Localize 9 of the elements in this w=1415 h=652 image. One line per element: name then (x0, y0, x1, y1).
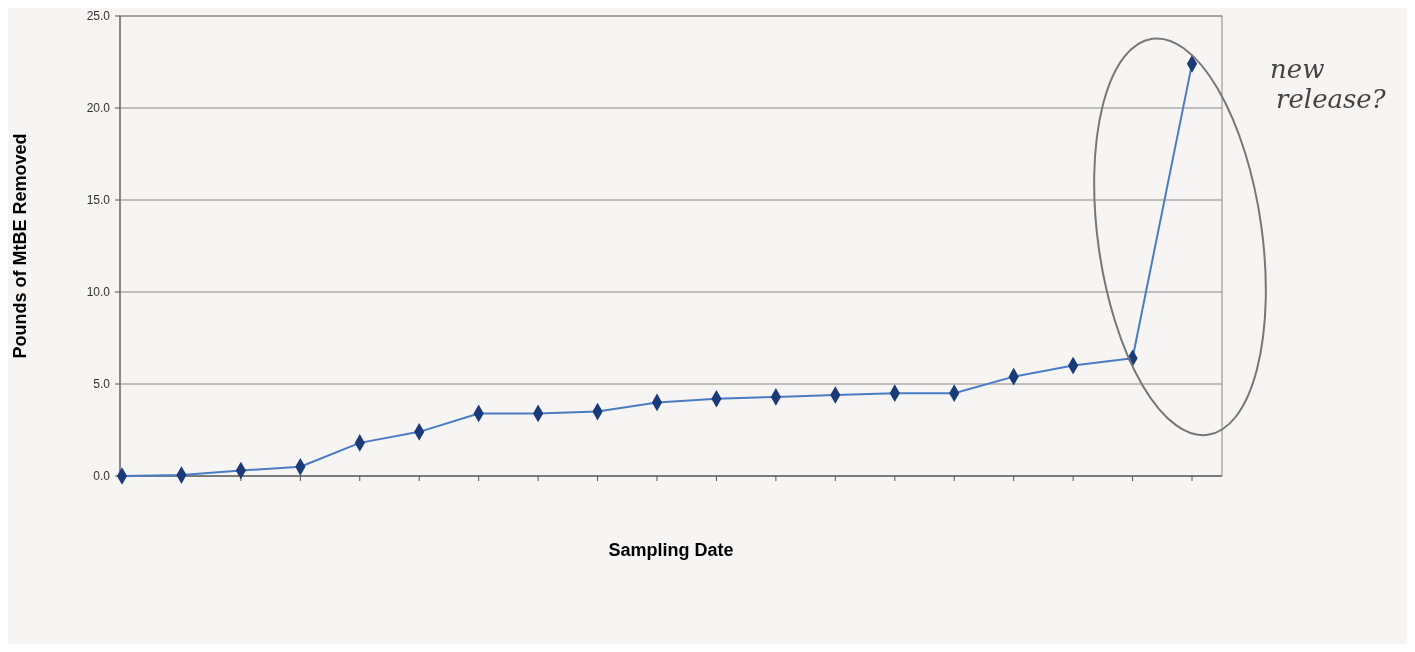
y-tick-label: 0.0 (93, 469, 111, 484)
x-axis-title: Sampling Date (608, 540, 734, 560)
y-tick-label: 25.0 (86, 9, 111, 24)
y-tick-label: 5.0 (93, 377, 111, 392)
text: new release? (1270, 54, 1387, 114)
y-axis-title: Pounds of MtBE Removed (10, 133, 30, 359)
y-tick-label: 15.0 (86, 193, 111, 208)
y-tick-label: 20.0 (86, 101, 111, 116)
y-tick-label: 10.0 (86, 285, 111, 300)
